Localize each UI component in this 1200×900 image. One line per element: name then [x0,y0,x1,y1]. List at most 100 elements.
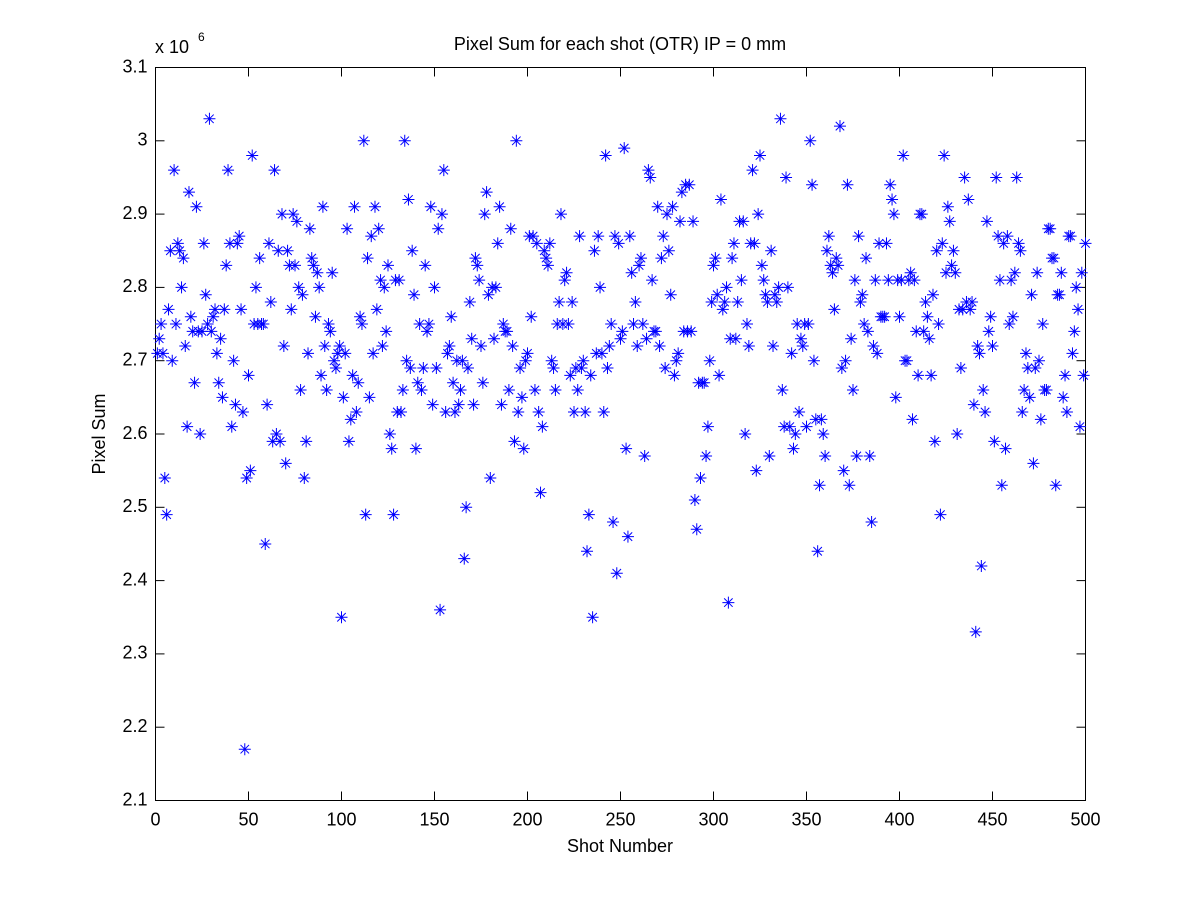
marker [1021,362,1034,375]
y-tick-label: 2.7 [122,349,147,369]
marker [871,347,884,360]
marker [588,244,601,257]
marker [212,376,225,389]
marker [726,252,739,265]
marker [491,237,504,250]
marker [882,274,895,287]
marker [504,222,517,235]
y-tick-label: 2.3 [122,643,147,663]
marker [752,208,765,221]
x-tick-label: 100 [326,809,356,829]
marker [331,347,344,360]
marker [210,347,223,360]
marker [220,259,233,272]
marker [908,274,921,287]
marker [727,237,740,250]
marker [794,332,807,345]
marker [300,435,313,448]
marker [223,237,236,250]
marker [754,149,766,162]
marker [664,288,677,301]
marker [990,171,1003,184]
x-tick-label: 500 [1070,809,1100,829]
marker [701,420,714,433]
marker [666,200,679,213]
marker [279,457,292,470]
marker [554,208,567,221]
y-tick-label: 2.6 [122,423,147,443]
marker [949,266,962,279]
marker [995,479,1008,492]
marker [311,266,324,279]
marker [1060,406,1073,419]
marker [177,252,190,265]
marker [413,318,426,331]
marker [469,252,482,265]
marker [367,347,380,360]
marker [480,186,493,199]
chart-title: Pixel Sum for each shot (OTR) IP = 0 mm [454,34,786,54]
marker [770,296,783,309]
marker [714,193,727,206]
marker [268,164,281,177]
marker [203,112,216,125]
marker [309,310,322,323]
marker [661,208,673,221]
marker [179,340,192,353]
marker [497,318,510,331]
marker [607,515,620,528]
marker [928,435,941,448]
marker [659,362,672,375]
marker [484,471,497,484]
marker [649,325,662,338]
marker [971,340,984,353]
marker [363,391,376,404]
marker [478,208,491,221]
marker [618,142,631,155]
marker [488,332,501,345]
marker [964,303,977,316]
marker [437,164,450,177]
marker [387,508,400,521]
marker [166,354,179,367]
marker [595,347,608,360]
marker [422,318,435,331]
marker [852,230,865,243]
marker [562,318,575,331]
marker [510,134,523,147]
marker [199,288,212,301]
marker [910,325,923,338]
marker [428,281,441,294]
marker [158,471,171,484]
marker [781,281,794,294]
marker [408,288,421,301]
marker [822,230,835,243]
marker [264,296,277,309]
y-tick-label: 2.1 [122,789,147,809]
marker [802,318,815,331]
marker [372,222,385,235]
y-tick-label: 2.2 [122,716,147,736]
marker [318,340,331,353]
marker [365,230,378,243]
marker [458,552,471,565]
marker [538,244,551,257]
marker [709,252,722,265]
marker [463,296,476,309]
marker [385,442,398,455]
marker [800,420,813,433]
y-axis-label: Pixel Sum [89,393,109,474]
marker [746,164,759,177]
marker [621,530,634,543]
marker [573,230,586,243]
marker [962,193,975,206]
marker [731,296,744,309]
marker [1019,347,1032,360]
marker [227,354,240,367]
marker [329,362,342,375]
marker [672,347,685,360]
marker [767,340,780,353]
marker [917,325,930,338]
marker [1044,222,1057,235]
marker [742,340,755,353]
